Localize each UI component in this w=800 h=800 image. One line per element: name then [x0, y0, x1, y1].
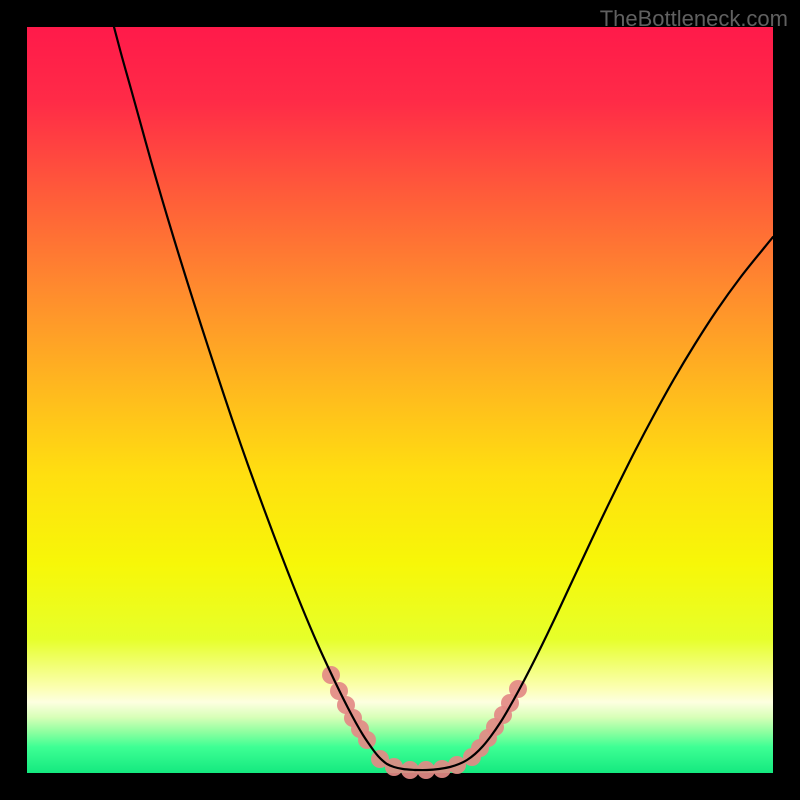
marker-point [509, 680, 527, 698]
chart-svg [0, 0, 800, 800]
watermark-text: TheBottleneck.com [600, 6, 788, 32]
